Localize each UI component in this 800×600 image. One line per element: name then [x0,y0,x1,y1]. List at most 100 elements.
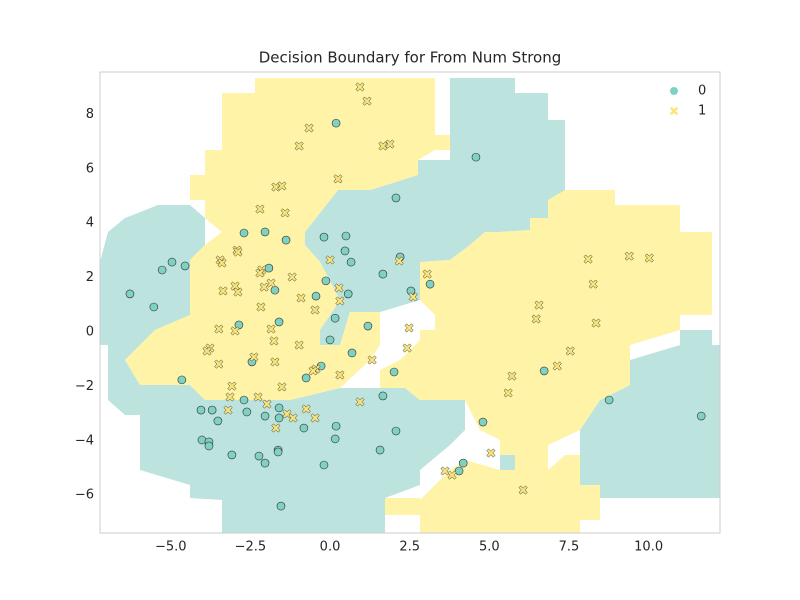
data-point [565,346,575,356]
data-point [260,227,270,237]
data-point [197,435,207,445]
data-point [503,388,513,398]
data-point [269,336,279,346]
data-point [294,141,304,151]
data-point [255,268,265,278]
region-1 [125,218,380,400]
data-point [277,181,287,191]
data-point [624,251,634,261]
data-point [271,423,281,433]
data-point [402,343,412,353]
data-point [311,291,321,301]
y-tick-label: −2 [75,379,94,394]
data-point [588,279,598,289]
data-point [385,139,395,149]
chart-title: Decision Boundary for From Num Strong [259,49,562,67]
data-point [239,395,249,405]
data-point [440,466,450,476]
data-point [378,141,388,151]
data-point [363,321,373,331]
x-tick-label: 2.5 [399,540,420,555]
data-point [214,324,224,334]
x-tick-label: −5.0 [155,540,187,555]
legend-marker [670,87,678,95]
region-1 [380,190,712,485]
data-point [391,193,401,203]
data-point [331,118,341,128]
data-point [218,286,228,296]
x-tick-label: −2.5 [235,540,267,555]
data-point [362,96,372,106]
data-point [394,256,404,266]
data-point [378,391,388,401]
data-point [335,370,345,380]
data-point [343,289,353,299]
data-point [277,382,287,392]
data-point [333,174,343,184]
data-point [604,395,614,405]
legend-label: 0 [698,84,706,99]
data-point [234,320,244,330]
y-tick-label: −4 [75,433,94,448]
data-point [253,392,263,402]
data-point [233,247,243,257]
data-point [447,470,457,480]
data-point [233,287,243,297]
data-point [196,405,206,415]
data-point [389,367,399,377]
data-point [202,346,212,356]
data-point [254,451,264,461]
data-point [355,82,365,92]
data-point [214,359,224,369]
data-point [355,397,365,407]
data-point [167,257,177,267]
data-point [319,460,329,470]
data-point [458,458,468,468]
data-point [454,466,464,476]
data-point [591,318,601,328]
data-point [391,426,401,436]
data-point [230,281,240,291]
data-point [346,257,356,267]
data-point [308,366,318,376]
data-point [270,285,280,295]
data-point [227,450,237,460]
data-point [223,405,233,415]
data-point [552,361,562,371]
plot-frame [99,71,721,534]
data-point [319,232,329,242]
data-point [378,269,388,279]
data-point [213,416,223,426]
y-tick-label: 6 [86,161,94,176]
data-point [294,340,304,350]
data-point [330,313,340,323]
data-point [266,324,276,334]
data-point [310,305,320,315]
data-point [539,366,549,376]
data-point [207,405,217,415]
data-point [334,283,344,293]
data-point [304,123,314,133]
y-tick-label: −6 [75,488,94,503]
data-point [644,253,654,263]
x-tick-label: 7.5 [559,540,580,555]
data-point [204,441,214,451]
data-point [534,300,544,310]
data-point [331,421,341,431]
data-point [299,423,309,433]
data-point [260,458,270,468]
data-point [274,403,284,413]
data-point [177,375,187,385]
data-point [425,279,435,289]
data-point [478,417,488,427]
data-point [255,204,265,214]
data-point [280,208,290,218]
data-point [325,255,335,265]
data-point [264,263,274,273]
data-point [288,413,298,423]
data-point [249,352,259,362]
data-point [270,357,280,367]
data-point [262,399,272,409]
region-0 [100,205,465,533]
